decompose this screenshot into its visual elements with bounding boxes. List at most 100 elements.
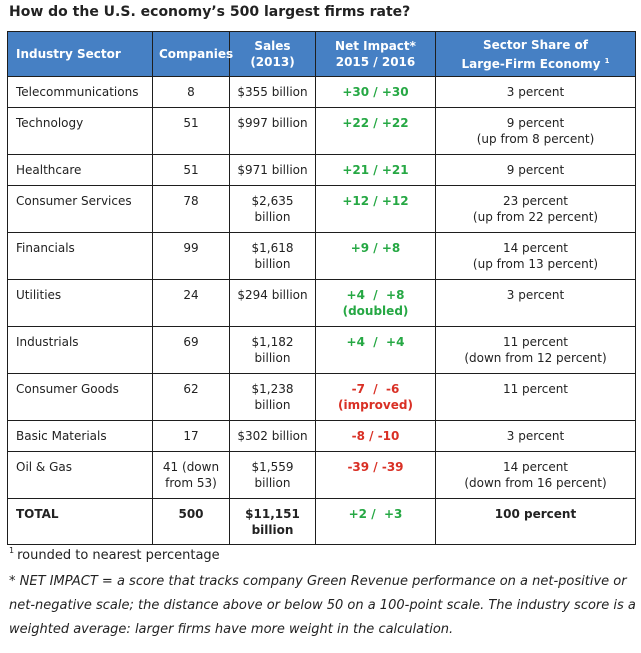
footnote: 1 rounded to nearest percentage [9,546,220,563]
cell-impact: +12 / +12 [315,185,436,233]
cell-impact-line: -39 / -39 [347,460,404,474]
table-row: Basic Materials 17 $302 billion -8 / -10 3 p… [7,420,636,452]
cell-share: 3 percent [435,76,636,108]
cell-share: 9 percent [435,154,636,186]
cell-sales-line: $11,151 [245,507,300,521]
cell-impact: +22 / +22 [315,107,436,155]
table-row: Financials 99 $1,618 billion +9 / +8 14 perce… [7,232,636,280]
cell-share: 11 percent (down from 12 percent) [435,326,636,374]
cell-impact: +21 / +21 [315,154,436,186]
cell-companies: 17 [152,420,230,452]
cell-sector: Financials [7,232,153,280]
cell-share-line: (up from 22 percent) [472,210,599,224]
cell-companies: 8 [152,76,230,108]
cell-sector-line: Healthcare [16,163,82,177]
cell-share: 100 percent [435,498,636,545]
net-impact-definition: * NET IMPACT = a score that tracks compa… [9,574,636,637]
cell-sales-line: $2,635 [251,194,294,208]
cell-companies-line: 99 [183,241,199,255]
cell-sector: Consumer Services [7,185,153,233]
cell-share: 3 percent [435,279,636,327]
cell-companies: 51 [152,107,230,155]
cell-share-line: (down from 16 percent) [464,476,607,490]
cell-companies-line: 24 [183,288,199,302]
cell-sales-line: billion [254,398,291,412]
total-row: TOTAL 500 $11,151 billion +2 / +3 100 percent [7,498,636,545]
cell-sector-line: Consumer Services [16,194,132,208]
cell-companies-line: 51 [183,163,199,177]
cell-sales-line: $971 billion [237,163,308,177]
cell-sector-line: Utilities [16,288,62,302]
footnote-marker: 1 [9,546,15,555]
table-row: Consumer Services 78 $2,635 billion +12 / +1… [7,185,636,233]
cell-share-line: (up from 8 percent) [476,132,595,146]
header-sales-line2: (2013) [250,55,295,69]
cell-share-line: 3 percent [506,429,565,443]
cell-companies-line: 62 [183,382,199,396]
cell-sales-line: $997 billion [237,116,308,130]
cell-companies: 51 [152,154,230,186]
cell-impact-line: +4 / +8 [346,288,405,302]
cell-impact: +2 / +3 [315,498,436,545]
header-sales: Sales (2013) [229,31,316,77]
cell-sales: $997 billion [229,107,316,155]
cell-sector: Technology [7,107,153,155]
cell-share: 14 percent (up from 13 percent) [435,232,636,280]
cell-sales-line: billion [254,476,291,490]
cell-sector-line: Financials [16,241,75,255]
cell-sales: $1,182 billion [229,326,316,374]
cell-share-line: (up from 13 percent) [472,257,599,271]
header-net-impact-line1: Net Impact* [335,39,416,53]
cell-share-line: 100 percent [494,507,577,521]
cell-companies: 78 [152,185,230,233]
cell-sales: $1,559 billion [229,451,316,499]
cell-share-line: 14 percent [502,241,569,255]
cell-sales-line: billion [254,257,291,271]
table-row: Industrials 69 $1,182 billion +4 / +4 11 perc… [7,326,636,374]
cell-impact-line: +22 / +22 [342,116,409,130]
header-companies: Companies [152,31,233,77]
cell-impact-line: -7 / -6 [351,382,400,396]
cell-companies: 62 [152,373,230,421]
cell-companies-line: 41 (down [162,460,220,474]
cell-sector: Telecommunications [7,76,153,108]
table-row: Technology 51 $997 billion +22 / +22 9 perce… [7,107,636,155]
cell-impact-line: +30 / +30 [342,85,409,99]
cell-sector-line: Industrials [16,335,79,349]
cell-companies-line: from 53) [165,476,217,490]
cell-impact-line: +4 / +4 [346,335,405,349]
cell-impact-line: (doubled) [342,304,409,318]
cell-share-line: 9 percent [506,163,565,177]
cell-share: 11 percent [435,373,636,421]
cell-impact: -8 / -10 [315,420,436,452]
cell-share-line: 14 percent [502,460,569,474]
cell-sales: $302 billion [229,420,316,452]
cell-sales-line: $355 billion [237,85,308,99]
cell-sector: TOTAL [7,498,153,545]
cell-sales-line: $1,559 [251,460,294,474]
cell-sector: Industrials [7,326,153,374]
cell-share: 9 percent (up from 8 percent) [435,107,636,155]
table-row: Consumer Goods 62 $1,238 billion -7 / -6 (imp… [7,373,636,421]
cell-sales: $1,618 billion [229,232,316,280]
cell-companies: 500 [152,498,230,545]
cell-share-line: 23 percent [502,194,569,208]
cell-impact-line: +9 / +8 [350,241,401,255]
cell-sales: $355 billion [229,76,316,108]
cell-impact: +9 / +8 [315,232,436,280]
cell-share-line: 11 percent [502,382,569,396]
cell-share: 14 percent (down from 16 percent) [435,451,636,499]
cell-companies-line: 17 [183,429,199,443]
cell-share: 3 percent [435,420,636,452]
sector-table: Industry Sector Companies Sales (2013) N… [7,31,636,545]
cell-sector-line: Basic Materials [16,429,107,443]
cell-share: 23 percent (up from 22 percent) [435,185,636,233]
cell-share-line: 9 percent [506,116,565,130]
cell-impact: +4 / +4 [315,326,436,374]
header-net-impact-line2: 2015 / 2016 [335,55,416,69]
cell-impact-line: (improved) [338,398,413,412]
header-sector-share-line1: Sector Share of [483,37,588,52]
table-row: Telecommunications 8 $355 billion +30 / +30… [7,76,636,108]
cell-sales: $2,635 billion [229,185,316,233]
cell-impact-line: +21 / +21 [342,163,409,177]
